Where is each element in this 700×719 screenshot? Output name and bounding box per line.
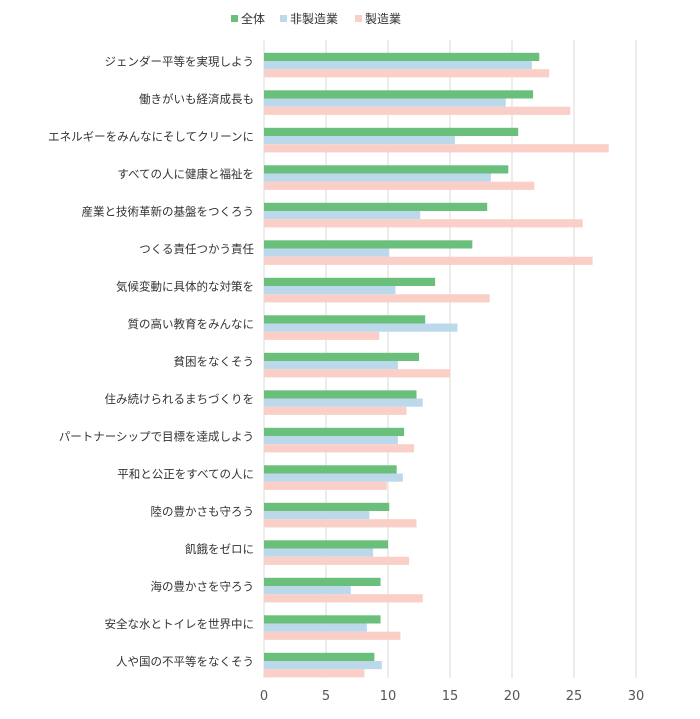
bar-1 xyxy=(264,652,375,661)
bar-3 xyxy=(264,256,593,265)
x-tick-label: 20 xyxy=(504,689,521,704)
bar-1 xyxy=(264,615,381,624)
bar-3 xyxy=(264,106,571,115)
bar-2 xyxy=(264,361,398,370)
bar-1 xyxy=(264,465,397,474)
category-label: エネルギーをみんなにそしてクリーンに xyxy=(48,130,254,144)
category-label: 平和と公正をすべての人に xyxy=(117,467,254,481)
bar-2 xyxy=(264,511,370,520)
legend-label: 製造業 xyxy=(365,12,401,26)
category-label: すべての人に健康と福祉を xyxy=(117,167,254,181)
category-label: 人や国の不平等をなくそう xyxy=(116,655,254,669)
category-label: ジェンダー平等を実現しよう xyxy=(105,55,255,69)
legend-label: 非製造業 xyxy=(290,12,338,26)
bar-1 xyxy=(264,127,519,136)
bar-2 xyxy=(264,248,390,257)
bar-2 xyxy=(264,436,398,445)
bar-3 xyxy=(264,331,380,340)
category-label: 働きがいも経済成長も xyxy=(139,92,254,106)
legend-swatch xyxy=(280,15,287,22)
bar-3 xyxy=(264,294,490,303)
bar-3 xyxy=(264,369,450,378)
bar-2 xyxy=(264,136,455,145)
x-tick-label: 0 xyxy=(260,689,268,704)
bar-2 xyxy=(264,661,382,670)
category-label: 気候変動に具体的な対策を xyxy=(116,280,254,294)
x-tick-label: 10 xyxy=(380,689,397,704)
bar-1 xyxy=(264,90,534,99)
x-tick-label: 5 xyxy=(322,689,330,704)
legend: 全体 非製造業 製造業 xyxy=(231,11,401,26)
x-tick-label: 25 xyxy=(566,689,583,704)
category-label: 安全な水とトイレを世界中に xyxy=(105,617,255,631)
bar-2 xyxy=(264,323,458,332)
bar-2 xyxy=(264,548,374,557)
x-tick-label: 15 xyxy=(442,689,459,704)
bar-3 xyxy=(264,631,401,640)
bar-3 xyxy=(264,406,407,415)
legend-swatch xyxy=(231,15,238,22)
category-labels: ジェンダー平等を実現しよう働きがいも経済成長もエネルギーをみんなにそしてクリーン… xyxy=(48,55,254,669)
bar-2 xyxy=(264,211,421,220)
category-label: 海の豊かさを守ろう xyxy=(151,580,255,594)
category-label: 飢餓をゼロに xyxy=(185,542,254,556)
bar-2 xyxy=(264,398,423,407)
legend-label: 全体 xyxy=(241,11,265,26)
bar-2 xyxy=(264,473,403,482)
bar-1 xyxy=(264,52,540,61)
bar-3 xyxy=(264,669,365,678)
bar-2 xyxy=(264,173,491,182)
category-label: 産業と技術革新の基盤をつくろう xyxy=(82,205,255,219)
bar-3 xyxy=(264,181,535,190)
bar-1 xyxy=(264,240,473,249)
bar-1 xyxy=(264,427,405,436)
bar-2 xyxy=(264,623,367,632)
bar-2 xyxy=(264,98,506,107)
x-axis-tick-labels: 0 5 10 15 20 25 30 xyxy=(260,689,644,704)
bar-1 xyxy=(264,165,509,174)
bar-3 xyxy=(264,219,583,228)
bars xyxy=(264,52,609,678)
bar-1 xyxy=(264,352,419,361)
bar-1 xyxy=(264,390,417,399)
x-tick-label: 30 xyxy=(628,689,645,704)
bar-3 xyxy=(264,144,609,153)
bar-1 xyxy=(264,502,390,511)
bar-3 xyxy=(264,556,410,565)
category-label: 陸の豊かさも守ろう xyxy=(151,505,255,519)
bar-3 xyxy=(264,519,417,528)
category-label: 貧困をなくそう xyxy=(174,355,255,369)
bar-1 xyxy=(264,540,388,549)
bar-3 xyxy=(264,481,387,490)
legend-swatch xyxy=(355,15,362,22)
bar-1 xyxy=(264,277,436,286)
bar-3 xyxy=(264,594,423,603)
bar-1 xyxy=(264,202,488,211)
bar-2 xyxy=(264,286,396,295)
category-label: 質の高い教育をみんなに xyxy=(128,317,255,331)
bar-3 xyxy=(264,69,550,78)
bar-2 xyxy=(264,61,532,70)
category-label: パートナーシップで目標を達成しよう xyxy=(59,430,254,444)
bar-1 xyxy=(264,315,426,324)
bar-2 xyxy=(264,586,351,595)
category-label: 住み続けられるまちづくりを xyxy=(105,392,255,406)
bar-1 xyxy=(264,577,381,586)
category-label: つくる責任つかう責任 xyxy=(139,242,254,256)
bar-3 xyxy=(264,444,415,453)
